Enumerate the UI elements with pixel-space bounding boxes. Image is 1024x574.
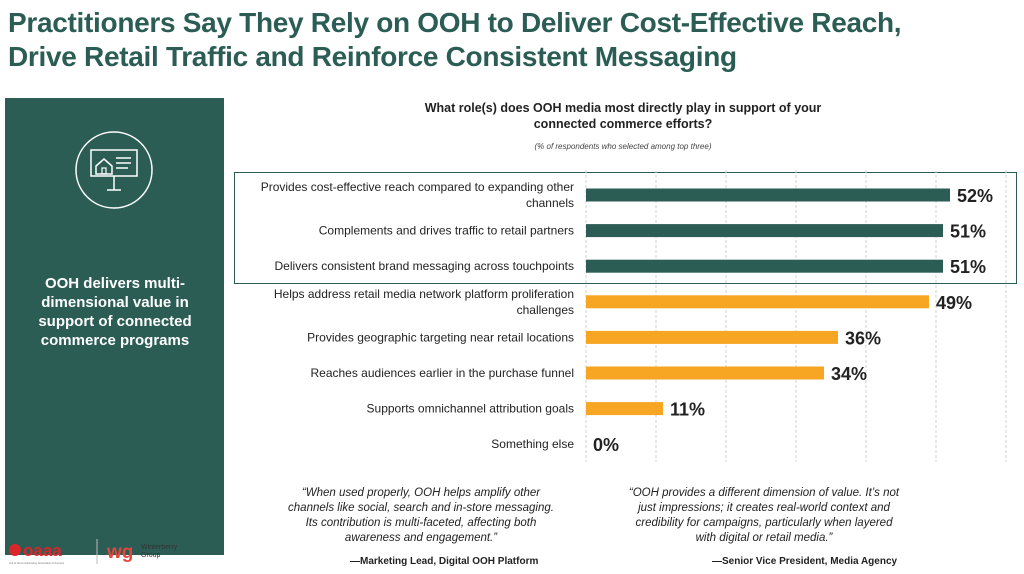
- data-label: 51%: [950, 257, 986, 277]
- quote-2-line1: “OOH provides a different dimension of v…: [628, 487, 900, 499]
- quote-2-line3: credibility for campaigns, particularly …: [635, 517, 893, 529]
- page-title: Practitioners Say They Rely on OOH to De…: [8, 6, 1008, 74]
- quote-2-line4: with digital or retail media.”: [695, 532, 833, 544]
- sidebar-text: OOH delivers multi-dimensional value in …: [38, 275, 192, 349]
- quote-1-line1: “When used properly, OOH helps amplify o…: [301, 487, 541, 499]
- page-title-line2: Drive Retail Traffic and Reinforce Consi…: [8, 41, 737, 72]
- bar: [586, 330, 838, 344]
- bar-chart: 52% Provides cost-effective reach compare…: [261, 170, 1007, 462]
- data-label: 49%: [936, 293, 972, 313]
- wg-name-line1: Winterberry: [141, 544, 178, 551]
- bar: [586, 224, 943, 238]
- bar: [586, 295, 929, 309]
- category-label: challenges: [517, 303, 574, 317]
- category-label: Delivers consistent brand messaging acro…: [275, 259, 574, 273]
- oaaa-tagline: Out of Home Advertising Association of A…: [9, 561, 64, 565]
- oaaa-logo: oaaa Out of Home Advertising Association…: [9, 541, 64, 565]
- quote-1-attribution: —Marketing Lead, Digital OOH Platform: [350, 556, 539, 567]
- wg-logo-text: wg: [106, 542, 133, 563]
- page-title-line1: Practitioners Say They Rely on OOH to De…: [8, 7, 902, 38]
- chart-title: What role(s) does OOH media most directl…: [388, 100, 858, 132]
- data-label: 34%: [831, 364, 867, 384]
- quote-1-line4: awareness and engagement.”: [344, 532, 498, 544]
- chart-title-line1: What role(s) does OOH media most directl…: [424, 101, 822, 115]
- bar: [586, 188, 950, 202]
- quote-1-line3: Its contribution is multi-faceted, affec…: [305, 517, 537, 529]
- data-label: 36%: [845, 328, 881, 348]
- sidebar-panel: OOH delivers multi-dimensional value in …: [5, 98, 224, 555]
- data-label: 52%: [957, 186, 993, 206]
- highlight-box: [234, 172, 1017, 284]
- bar: [586, 259, 943, 273]
- quote-1-line2: channels like social, search and in-stor…: [288, 502, 554, 514]
- category-label: Helps address retail media network platf…: [274, 287, 574, 301]
- category-label: Provides cost-effective reach compared t…: [261, 180, 574, 194]
- bar: [586, 402, 663, 416]
- chart-subtitle: (% of respondents who selected among top…: [534, 142, 712, 151]
- quote-2-line2: just impressions; it creates real-world …: [638, 502, 890, 514]
- category-label: Reaches audiences earlier in the purchas…: [310, 366, 574, 380]
- chart-title-line2: connected commerce efforts?: [533, 117, 713, 131]
- category-label: Provides geographic targeting near retai…: [307, 330, 574, 344]
- oaaa-logo-text: oaaa: [23, 541, 62, 560]
- bar: [586, 366, 824, 380]
- footer-logos: oaaa Out of Home Advertising Association…: [9, 539, 178, 565]
- wg-name-line2: Group: [141, 552, 161, 559]
- quote-2: “OOH provides a different dimension of v…: [598, 486, 930, 546]
- data-label: 51%: [950, 222, 986, 242]
- data-label: 11%: [670, 400, 705, 420]
- quote-1: “When used properly, OOH helps amplify o…: [256, 486, 586, 546]
- category-label: Complements and drives traffic to retail…: [319, 224, 574, 238]
- category-label: Something else: [491, 437, 574, 451]
- winterberry-logo: wg Winterberry Group: [106, 542, 178, 563]
- quote-2-attribution: —Senior Vice President, Media Agency: [712, 556, 898, 567]
- billboard-icon: [75, 131, 153, 209]
- category-label: Supports omnichannel attribution goals: [367, 402, 574, 416]
- category-label: channels: [526, 196, 574, 210]
- data-label: 0%: [593, 435, 619, 455]
